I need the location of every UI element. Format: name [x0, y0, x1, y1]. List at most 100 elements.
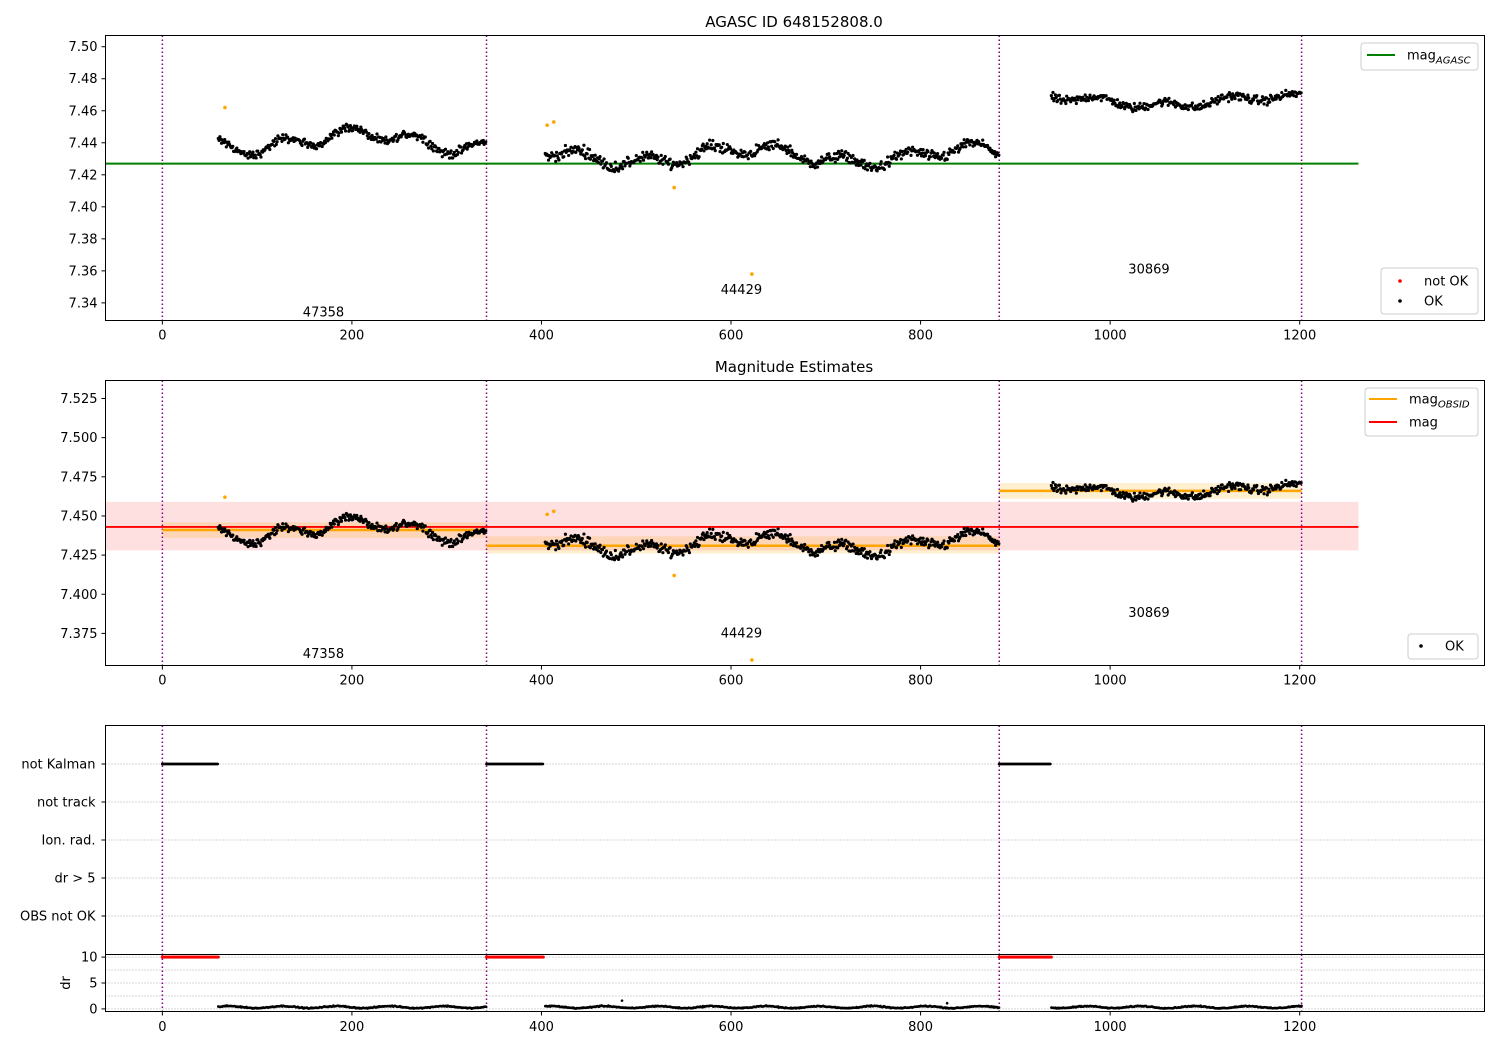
ok-point — [456, 150, 460, 155]
ok-point — [819, 155, 824, 159]
ok-point — [481, 138, 485, 143]
ok-point — [349, 126, 353, 130]
ok-point — [1115, 487, 1120, 492]
ok-point — [1138, 101, 1142, 105]
ok-point — [906, 539, 910, 543]
ok-point — [840, 149, 844, 153]
ok-point — [340, 516, 344, 520]
ok-point — [593, 153, 597, 157]
ok-point — [1284, 88, 1288, 92]
ok-point — [919, 536, 923, 540]
ok-point — [1065, 94, 1069, 98]
ok-point — [419, 525, 423, 529]
ok-point — [336, 523, 340, 527]
ok-point — [894, 157, 899, 161]
ok-point — [962, 527, 966, 531]
ok-point — [246, 545, 250, 549]
ok-point — [313, 144, 317, 148]
ok-point — [1195, 497, 1199, 501]
ok-point — [725, 142, 729, 147]
ok-point — [1099, 488, 1103, 493]
ok-point — [279, 525, 283, 529]
ok-point — [915, 542, 920, 546]
ok-point — [585, 540, 589, 545]
ok-point — [1216, 94, 1220, 99]
legend-label-1: mag — [1409, 416, 1438, 431]
ok-point — [1233, 486, 1237, 490]
ok-point — [888, 549, 892, 554]
ok-point — [694, 539, 698, 543]
ok-point — [252, 156, 256, 160]
ok-point — [1246, 93, 1250, 97]
not-ok-point — [545, 123, 549, 127]
ok-point — [952, 539, 957, 543]
ok-point — [459, 145, 463, 149]
ok-point — [546, 158, 551, 162]
ok-point — [845, 545, 849, 549]
ok-point — [940, 545, 944, 549]
ok-point — [598, 543, 602, 547]
y-tick-label-6: 7.46 — [69, 104, 98, 119]
ok-point — [1059, 491, 1063, 495]
ok-point — [1144, 495, 1148, 500]
ok-point — [836, 157, 840, 162]
ok-point — [306, 145, 310, 149]
ok-point — [919, 154, 924, 158]
ok-point — [1280, 480, 1284, 485]
ok-point — [1165, 489, 1169, 493]
x-tick-label-200: 200 — [340, 674, 365, 689]
ok-point — [816, 159, 820, 163]
ok-point — [337, 131, 341, 135]
ok-point — [909, 542, 913, 546]
ok-point — [886, 543, 890, 548]
ok-point — [609, 553, 613, 557]
ok-point — [327, 526, 332, 530]
ok-point — [330, 525, 334, 529]
ok-point — [1226, 93, 1230, 97]
ok-point — [281, 522, 285, 526]
ok-point — [705, 530, 709, 535]
ok-point — [649, 156, 653, 160]
ok-point — [443, 536, 448, 540]
ok-point — [1056, 98, 1060, 103]
ok-point — [887, 164, 891, 168]
ok-point — [421, 529, 425, 533]
ok-point — [708, 527, 712, 531]
ok-point — [766, 141, 770, 145]
ok-point — [270, 142, 274, 146]
ok-point — [337, 520, 341, 524]
ok-point — [318, 144, 322, 148]
ok-point — [685, 546, 689, 550]
dr-outlier-point — [620, 999, 624, 1002]
ok-point — [743, 150, 747, 154]
ok-point — [302, 526, 307, 530]
ok-point — [579, 540, 583, 545]
ok-point — [343, 129, 348, 133]
ok-point — [956, 144, 960, 148]
ok-point — [1209, 490, 1213, 494]
ok-point — [1123, 494, 1128, 498]
ok-point — [577, 535, 581, 539]
ok-point — [231, 144, 235, 148]
ok-point — [309, 530, 313, 534]
ok-point — [941, 542, 945, 546]
ok-point — [437, 146, 441, 151]
ok-point — [836, 546, 840, 550]
ok-point — [945, 546, 949, 550]
ok-point — [788, 533, 792, 537]
ok-point — [430, 530, 435, 534]
ok-point — [280, 528, 284, 532]
ok-point — [1209, 101, 1213, 105]
ok-point — [318, 532, 322, 537]
ok-point — [766, 145, 771, 149]
ok-point — [663, 154, 667, 159]
ok-point — [650, 150, 654, 154]
flag-label-2: Ion. rad. — [42, 834, 96, 849]
ok-point — [587, 536, 592, 540]
ok-point — [725, 531, 729, 535]
y-tick-label-5: 7.44 — [69, 136, 98, 151]
y-tick-label-8: 7.50 — [69, 40, 98, 55]
ok-point — [1049, 94, 1053, 98]
ok-point — [562, 155, 566, 159]
ok-point — [577, 146, 581, 151]
